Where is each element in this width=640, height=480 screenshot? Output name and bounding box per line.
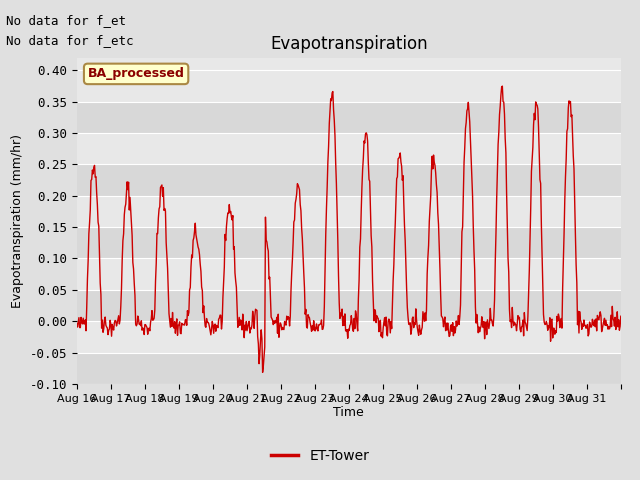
Bar (77, 102, 621, 133)
Bar (77, 164, 621, 196)
Bar (77, 227, 621, 258)
Text: No data for f_etc: No data for f_etc (6, 34, 134, 47)
Title: Evapotranspiration: Evapotranspiration (270, 35, 428, 53)
Text: No data for f_et: No data for f_et (6, 14, 127, 27)
Legend: ET-Tower: ET-Tower (265, 443, 375, 468)
X-axis label: Time: Time (333, 407, 364, 420)
Bar (77, 353, 621, 384)
Bar (77, 290, 621, 321)
Text: BA_processed: BA_processed (88, 67, 184, 80)
Bar (77, 258, 621, 290)
Y-axis label: Evapotranspiration (mm/hr): Evapotranspiration (mm/hr) (11, 134, 24, 308)
Bar (77, 196, 621, 227)
Bar (77, 321, 621, 353)
Bar (77, 133, 621, 164)
Bar (77, 70, 621, 102)
